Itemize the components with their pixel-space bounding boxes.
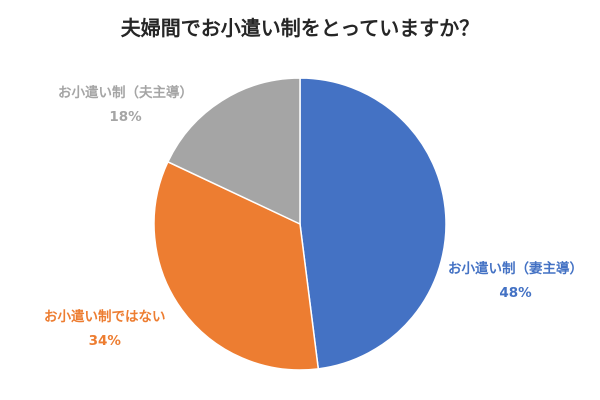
slice-label-wife-led: お小遣い制（妻主導） xyxy=(448,261,583,277)
slice-husband-led xyxy=(166,77,301,226)
data-label-wife-led: お小遣い制（妻主導） 48% xyxy=(448,261,583,301)
slice-wife-led xyxy=(299,77,447,370)
slice-label-no-allowance: お小遣い制ではない xyxy=(44,309,166,325)
slice-value-wife-led: 48% xyxy=(499,284,532,301)
slice-value-no-allowance: 34% xyxy=(88,332,121,349)
slice-value-husband-led: 18% xyxy=(109,108,142,125)
chart-title: 夫婦間でお小遣い制をとっていますか？ xyxy=(120,16,480,40)
data-label-husband-led: お小遣い制（夫主導） 18% xyxy=(58,85,193,125)
slice-label-husband-led: お小遣い制（夫主導） xyxy=(58,85,193,101)
data-label-no-allowance: お小遣い制ではない 34% xyxy=(44,309,166,349)
